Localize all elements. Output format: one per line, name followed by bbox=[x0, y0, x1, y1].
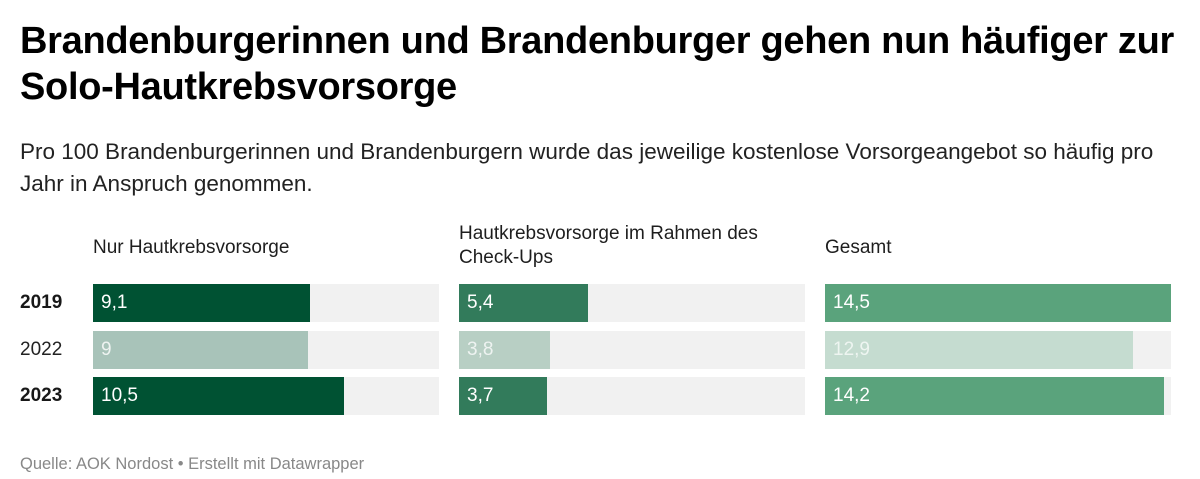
chart-subtitle: Pro 100 Brandenburgerinnen und Brandenbu… bbox=[20, 139, 1154, 196]
bar bbox=[93, 284, 310, 322]
bar-value-label: 3,8 bbox=[467, 339, 494, 360]
bar-track: 10,5 bbox=[93, 377, 439, 415]
bar-value-label: 10,5 bbox=[101, 385, 138, 406]
row-label-2023: 2023 bbox=[20, 385, 63, 406]
bar bbox=[459, 377, 547, 415]
bar-value-label: 14,2 bbox=[833, 385, 870, 406]
row-label-2019: 2019 bbox=[20, 292, 63, 313]
bar-track: 3,7 bbox=[459, 377, 805, 415]
source-footer: Quelle: AOK Nordost • Erstellt mit Dataw… bbox=[20, 455, 365, 473]
bar bbox=[825, 331, 1133, 369]
bar-value-label: 5,4 bbox=[467, 292, 494, 313]
bar-track: 12,9 bbox=[825, 331, 1171, 369]
bar-track: 9 bbox=[93, 331, 439, 369]
panel-title: Hautkrebsvorsorge im Rahmen des Check-Up… bbox=[459, 223, 758, 268]
bar bbox=[459, 284, 588, 322]
bar bbox=[93, 377, 344, 415]
bar bbox=[93, 331, 308, 369]
bar bbox=[459, 331, 550, 369]
panel-title: Nur Hautkrebsvorsorge bbox=[93, 237, 290, 258]
panel-title: Gesamt bbox=[825, 237, 892, 258]
bar-track: 14,2 bbox=[825, 377, 1171, 415]
bar-track: 3,8 bbox=[459, 331, 805, 369]
bar-track: 5,4 bbox=[459, 284, 805, 322]
bar-track: 9,1 bbox=[93, 284, 439, 322]
bar bbox=[825, 377, 1164, 415]
bar-track: 14,5 bbox=[825, 284, 1171, 322]
bar-value-label: 12,9 bbox=[833, 339, 870, 360]
bar-value-label: 3,7 bbox=[467, 385, 494, 406]
bar-value-label: 9 bbox=[101, 339, 112, 360]
chart-title: Brandenburgerinnen und Brandenburger geh… bbox=[20, 20, 1175, 108]
row-label-2022: 2022 bbox=[20, 339, 63, 360]
bar bbox=[825, 284, 1171, 322]
bar-value-label: 9,1 bbox=[101, 292, 128, 313]
bar-value-label: 14,5 bbox=[833, 292, 870, 313]
